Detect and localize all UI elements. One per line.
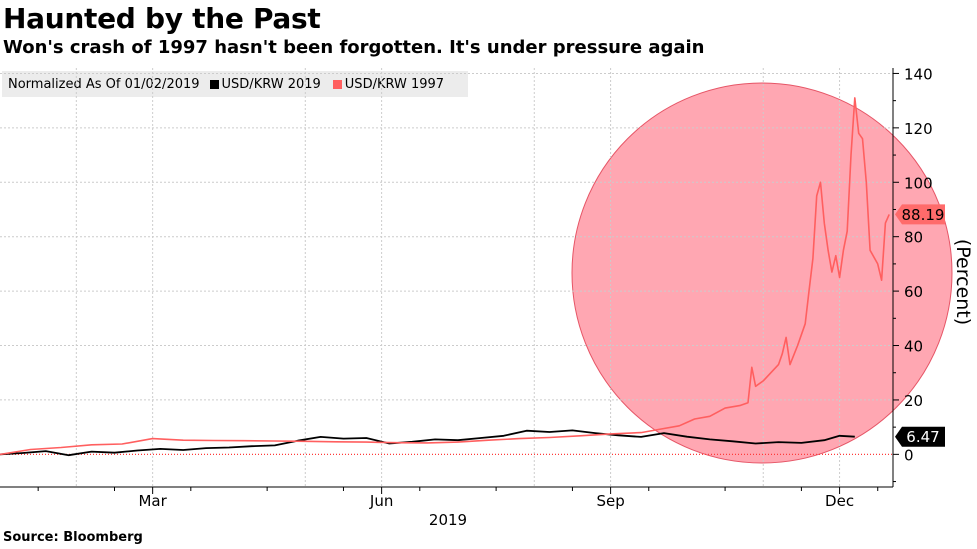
legend-entry-2019: USD/KRW 2019: [209, 76, 321, 92]
y-tick-label: 120: [904, 120, 933, 138]
highlight-circle: [571, 82, 953, 464]
last-value-label-2019: 6.47: [906, 428, 939, 446]
legend-swatch-1997: [332, 79, 342, 89]
x-tick-label: Jun: [369, 492, 393, 510]
y-tick-label: 140: [904, 65, 933, 83]
y-tick-label: 20: [904, 392, 923, 410]
legend-normalized-label: Normalized As Of 01/02/2019: [8, 76, 200, 92]
y-tick-label: 100: [904, 174, 933, 192]
last-value-tag-1997: [895, 204, 945, 225]
legend: Normalized As Of 01/02/2019 USD/KRW 2019…: [2, 71, 468, 97]
y-tick-label: 0: [904, 446, 914, 464]
x-tick-label: Dec: [825, 492, 854, 510]
chart-subtitle: Won's crash of 1997 hasn't been forgotte…: [3, 37, 705, 58]
x-axis-label: 2019: [429, 511, 467, 529]
legend-entry-1997: USD/KRW 1997: [332, 76, 445, 92]
chart-title: Haunted by the Past: [3, 2, 321, 35]
series-line-usd-krw-2019: [0, 429, 855, 457]
y-tick-label: 60: [904, 283, 923, 301]
legend-label-2019: USD/KRW 2019: [221, 76, 321, 92]
legend-label-1997: USD/KRW 1997: [344, 76, 445, 92]
last-value-tag-2019: [895, 426, 945, 447]
y-axis-label: (Percent): [952, 239, 974, 325]
y-tick-label: 80: [904, 229, 923, 247]
y-tick-label: 40: [904, 338, 923, 356]
source-note: Source: Bloomberg: [3, 530, 143, 545]
x-tick-label: Mar: [138, 492, 167, 510]
legend-swatch-2019: [209, 79, 219, 89]
x-tick-label: Sep: [596, 492, 624, 510]
series-line-usd-krw-1997: [0, 97, 890, 456]
last-value-label-1997: 88.19: [902, 206, 945, 224]
